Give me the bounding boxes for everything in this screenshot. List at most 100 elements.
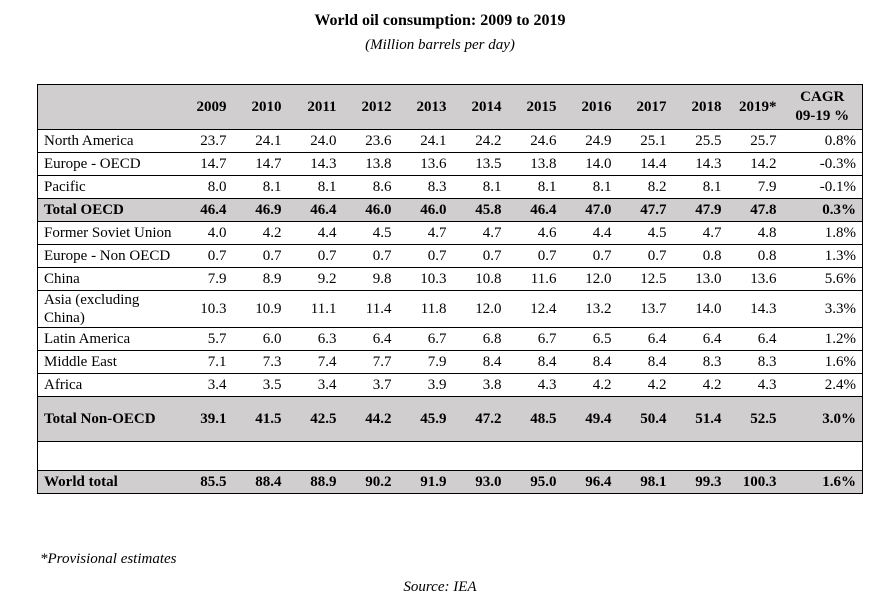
cell: 46.9: [232, 198, 288, 222]
cell: 10.3: [397, 267, 453, 291]
cell: 8.1: [507, 175, 563, 199]
cell: 52.5: [727, 396, 783, 442]
cell: 6.4: [672, 327, 728, 351]
cell: 8.1: [232, 175, 288, 199]
cell: 6.7: [507, 327, 563, 351]
source: Source: IEA: [403, 579, 477, 595]
cell: 88.9: [287, 470, 343, 494]
data-row: Asia (excluding China) 10.3 10.9 11.1 11.4 11…: [37, 290, 863, 328]
cell: -0.3%: [782, 152, 863, 176]
cell: 14.3: [672, 152, 728, 176]
cell: 8.2: [617, 175, 673, 199]
cell: 4.3: [727, 373, 783, 397]
row-label: Pacific: [37, 175, 178, 199]
cell: 4.2: [617, 373, 673, 397]
row-label: Europe - Non OECD: [37, 244, 178, 268]
cell: 3.4: [287, 373, 343, 397]
cell: 1.6%: [782, 350, 863, 374]
cell: 6.0: [232, 327, 288, 351]
cell: 9.2: [287, 267, 343, 291]
data-row: Latin America 5.7 6.0 6.3 6.4 6.7 6.8 6.7 6.5 6.4…: [37, 327, 863, 351]
cell: 24.2: [452, 129, 508, 153]
cell: 48.5: [507, 396, 563, 442]
cell: 8.1: [287, 175, 343, 199]
cell: 24.9: [562, 129, 618, 153]
cell: 3.0%: [782, 396, 863, 442]
cell: 0.8: [727, 244, 783, 268]
column-header: 2013: [397, 84, 453, 130]
cell: 6.7: [397, 327, 453, 351]
cell: 0.3%: [782, 198, 863, 222]
cell: 4.2: [672, 373, 728, 397]
cell: 13.0: [672, 267, 728, 291]
cell: 10.9: [232, 290, 288, 328]
cell: 0.7: [177, 244, 233, 268]
row-label: Europe - OECD: [37, 152, 178, 176]
data-row: Africa 3.4 3.5 3.4 3.7 3.9 3.8 4.3 4.2 4.2 4.2 4.3 2…: [37, 373, 863, 397]
cell: 13.6: [397, 152, 453, 176]
row-label: North America: [37, 129, 178, 153]
cell: 4.8: [727, 221, 783, 245]
cell: 4.4: [562, 221, 618, 245]
cell: 13.5: [452, 152, 508, 176]
cell: 12.0: [562, 267, 618, 291]
cell: 10.8: [452, 267, 508, 291]
cell: 6.8: [452, 327, 508, 351]
cell: 1.8%: [782, 221, 863, 245]
cell: 13.7: [617, 290, 673, 328]
cell: 24.0: [287, 129, 343, 153]
column-header: 2016: [562, 84, 618, 130]
row-label: World total: [37, 470, 178, 494]
cell: 8.4: [507, 350, 563, 374]
cell: 8.6: [342, 175, 398, 199]
cell: -0.1%: [782, 175, 863, 199]
cell: 41.5: [232, 396, 288, 442]
cell: 4.0: [177, 221, 233, 245]
total-row: World total 85.5 88.4 88.9 90.2 91.9 93.0 95.0 9…: [37, 470, 863, 494]
data-table: 2009 2010 2011 2012 2013 2014 2015 2016 2017 2018…: [37, 84, 863, 494]
column-header: 2019*: [727, 84, 783, 130]
column-header: 2018: [672, 84, 728, 130]
cell: 0.7: [397, 244, 453, 268]
cell: 6.4: [342, 327, 398, 351]
row-label: Former Soviet Union: [37, 221, 178, 245]
cell: 46.4: [287, 198, 343, 222]
cell: 4.7: [672, 221, 728, 245]
column-header: 2009: [177, 84, 233, 130]
column-header: 2014: [452, 84, 508, 130]
cell: 13.6: [727, 267, 783, 291]
cell: 4.5: [617, 221, 673, 245]
cell: 3.3%: [782, 290, 863, 328]
cell: 98.1: [617, 470, 673, 494]
cell: 8.9: [232, 267, 288, 291]
cell: 12.4: [507, 290, 563, 328]
cell: 6.5: [562, 327, 618, 351]
row-label: Total Non-OECD: [37, 396, 178, 442]
subtitle: (Million barrels per day): [365, 37, 515, 53]
cell: 0.7: [342, 244, 398, 268]
cell: 8.4: [562, 350, 618, 374]
cell: 8.1: [562, 175, 618, 199]
cell: 4.2: [232, 221, 288, 245]
total-row: Total OECD 46.4 46.9 46.4 46.0 46.0 45.8 46.4 47…: [37, 198, 863, 222]
cell: 46.0: [342, 198, 398, 222]
cell: 45.8: [452, 198, 508, 222]
column-header: 2015: [507, 84, 563, 130]
cell: 24.1: [232, 129, 288, 153]
cell: 0.7: [287, 244, 343, 268]
cell: 13.8: [342, 152, 398, 176]
total-row: Total Non-OECD 39.1 41.5 42.5 44.2 45.9 47.2 48…: [37, 396, 863, 442]
cell: 45.9: [397, 396, 453, 442]
cell: 8.1: [452, 175, 508, 199]
cell: 13.2: [562, 290, 618, 328]
cell: 47.2: [452, 396, 508, 442]
cell: 2.4%: [782, 373, 863, 397]
cell: 7.9: [397, 350, 453, 374]
cell: 11.1: [287, 290, 343, 328]
cell: 6.4: [727, 327, 783, 351]
cell: 8.3: [672, 350, 728, 374]
cell: 0.7: [507, 244, 563, 268]
cell: 13.8: [507, 152, 563, 176]
column-header: 2017: [617, 84, 673, 130]
cell: 47.8: [727, 198, 783, 222]
